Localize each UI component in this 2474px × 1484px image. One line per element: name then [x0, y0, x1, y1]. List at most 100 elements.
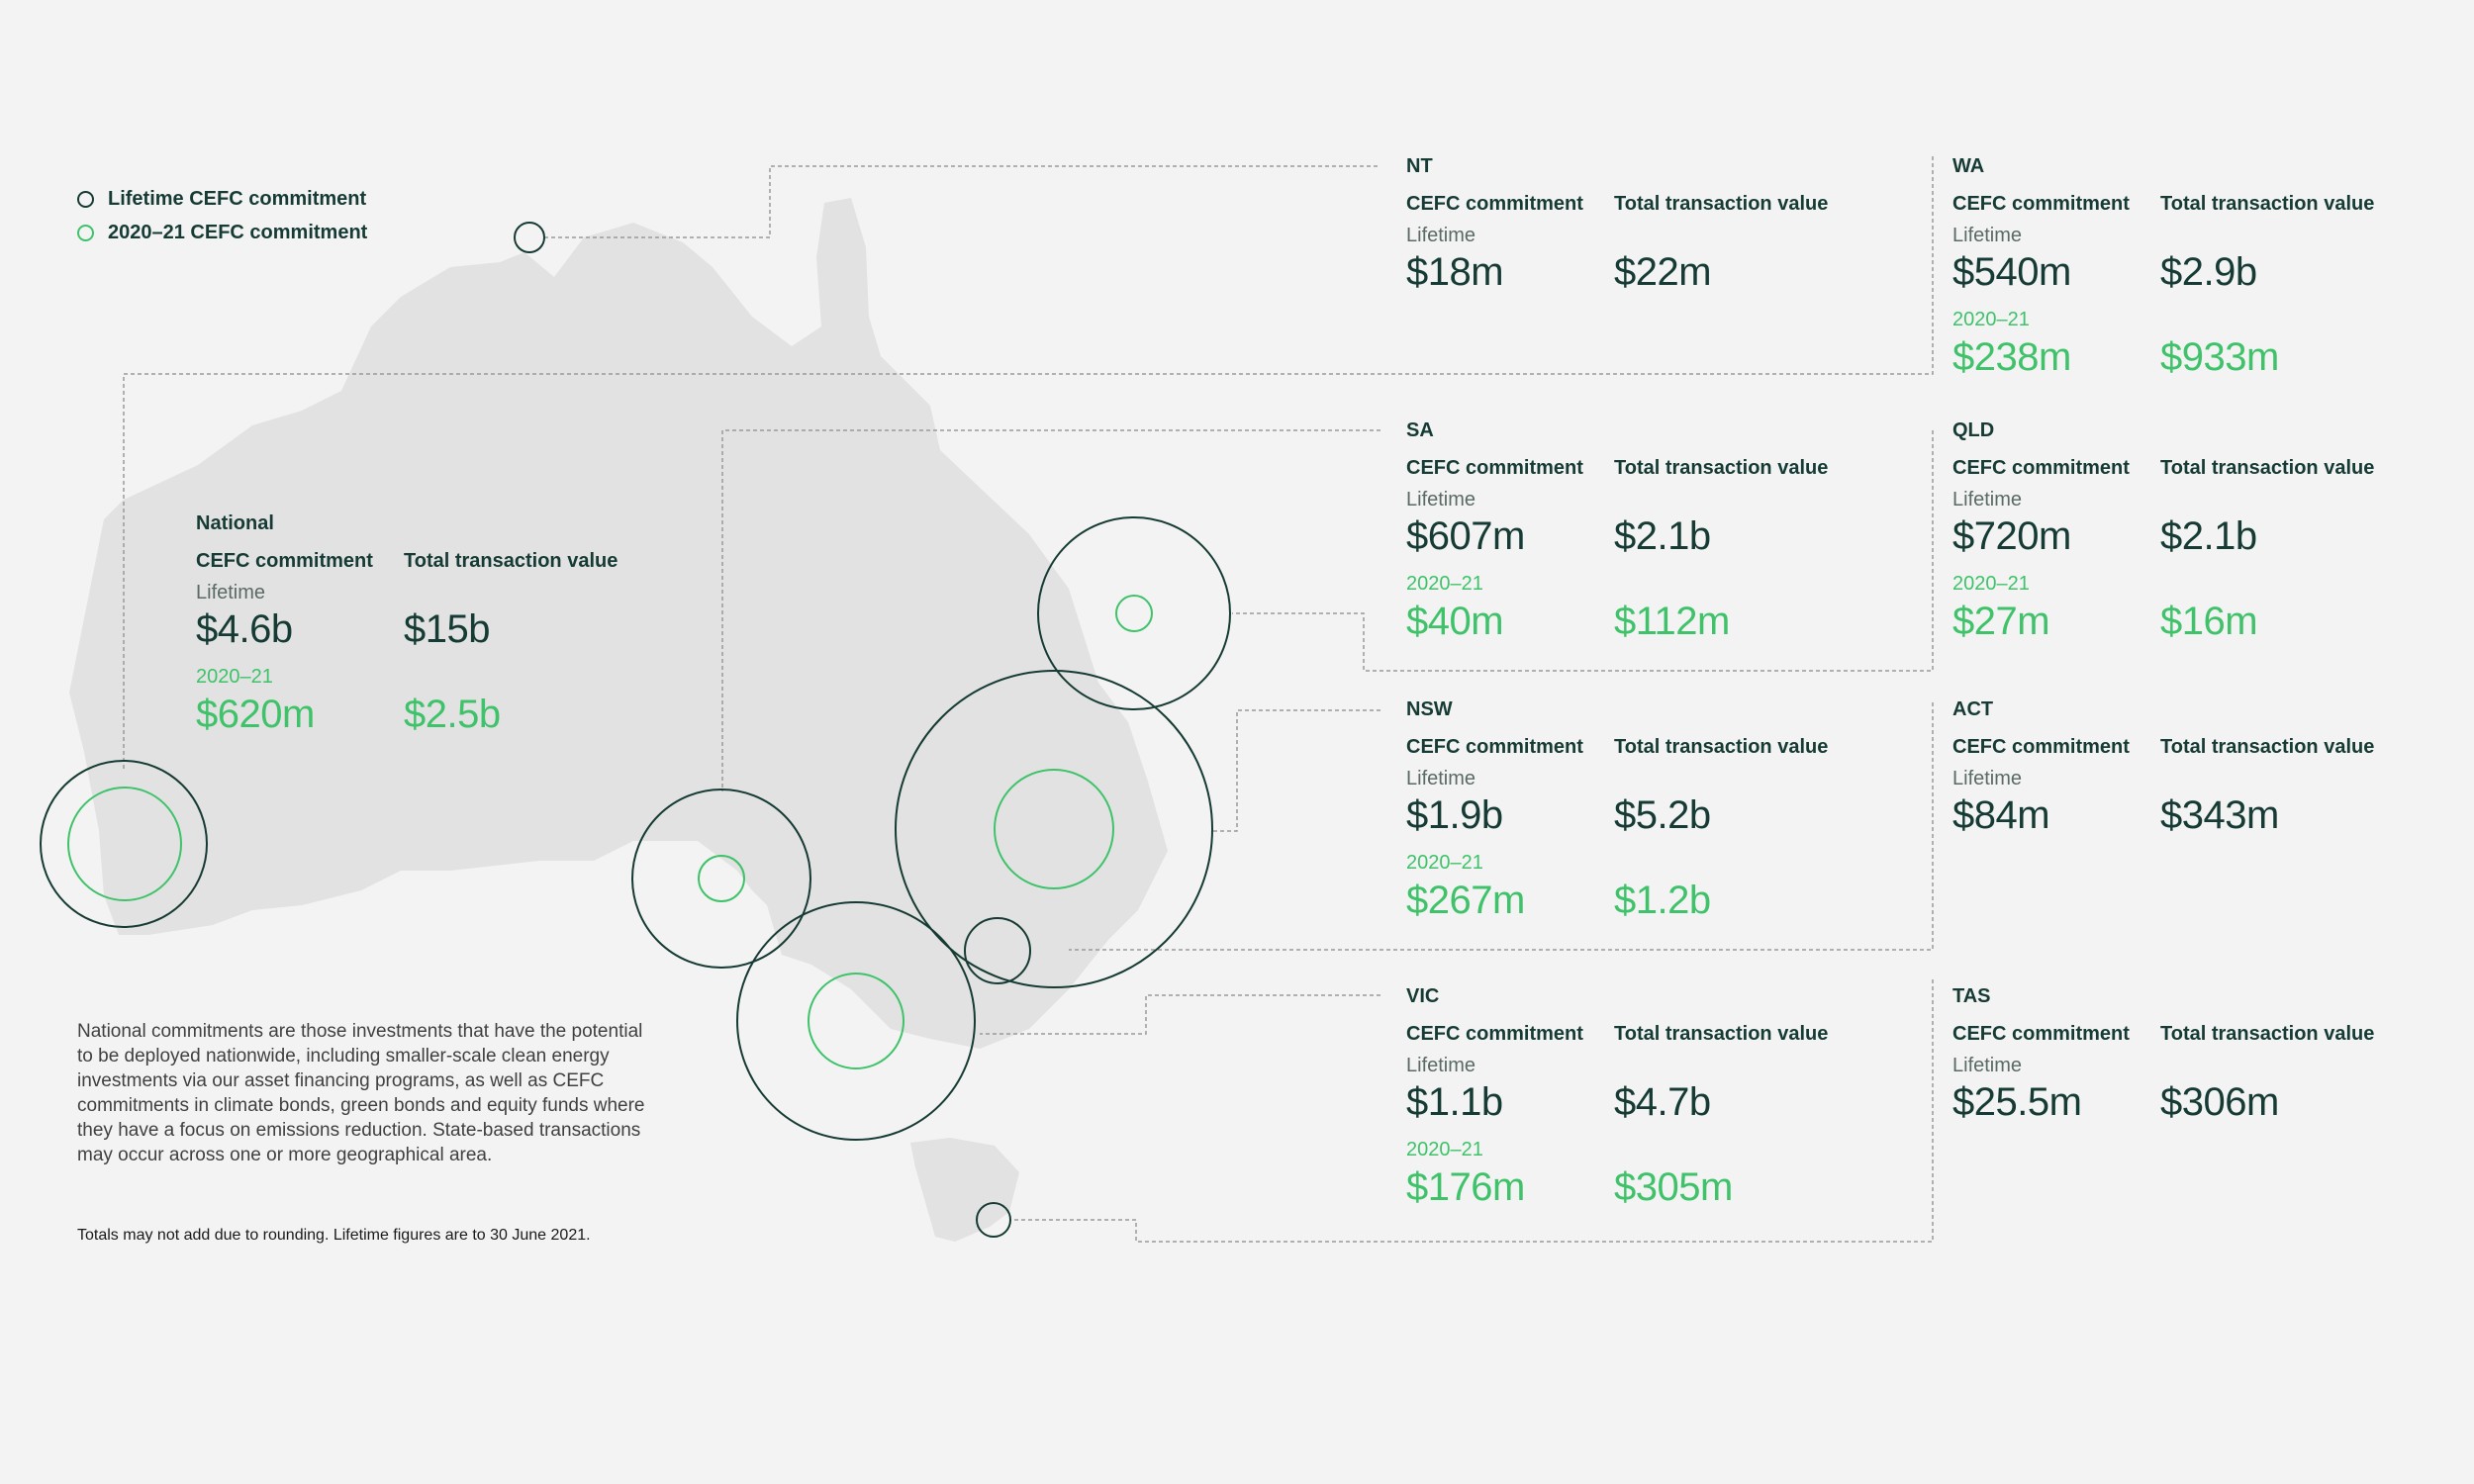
- leader-wa: [123, 156, 1934, 772]
- rounding-footnote: Totals may not add due to rounding. Life…: [77, 1227, 591, 1244]
- vic-lifetime-circle: [736, 901, 976, 1141]
- fy-total-value: $16m: [2160, 600, 2258, 643]
- legend-item-fy: 2020–21 CEFC commitment: [77, 216, 367, 249]
- legend-lifetime-label: Lifetime CEFC commitment: [108, 187, 367, 210]
- fy-total-value: $2.5b: [404, 693, 501, 736]
- region-name: TAS: [1952, 985, 1991, 1007]
- cefc-column-header: CEFC commitment: [1952, 736, 2130, 758]
- legend-fy-label: 2020–21 CEFC commitment: [108, 221, 368, 243]
- region-name: SA: [1406, 419, 1434, 441]
- national-commitments-note: National commitments are those investmen…: [77, 1021, 645, 1165]
- cefc-column-header: CEFC commitment: [1952, 457, 2130, 479]
- fy-total-value: $112m: [1614, 600, 1730, 643]
- cefc-column-header: CEFC commitment: [1406, 457, 1583, 479]
- legend-item-lifetime: Lifetime CEFC commitment: [77, 182, 367, 216]
- lifetime-label: Lifetime: [1952, 1055, 2023, 1076]
- fy-total-value: $1.2b: [1614, 879, 1711, 922]
- cefc-column-header: CEFC commitment: [1406, 193, 1583, 215]
- wa-lifetime-circle: [40, 760, 208, 928]
- region-name: QLD: [1952, 419, 1995, 441]
- lifetime-circle-icon: [77, 190, 94, 208]
- lifetime-total-value: $343m: [2160, 793, 2279, 837]
- fy-total-value: $305m: [1614, 1165, 1733, 1209]
- leader-nt: [544, 165, 1380, 238]
- lifetime-label: Lifetime: [1406, 225, 1476, 246]
- lifetime-total-value: $2.9b: [2160, 250, 2257, 294]
- wa-fy-circle: [67, 787, 182, 901]
- lifetime-cefc-value: $1.1b: [1406, 1080, 1503, 1124]
- region-name: VIC: [1406, 985, 1440, 1007]
- fy-cefc-value: $238m: [1952, 335, 2071, 379]
- nt-lifetime-circle: [514, 222, 545, 253]
- lifetime-total-value: $22m: [1614, 250, 1712, 294]
- fy-label: 2020–21: [1406, 852, 1483, 874]
- lifetime-cefc-value: $25.5m: [1952, 1080, 2082, 1124]
- lifetime-label: Lifetime: [1406, 768, 1476, 789]
- lifetime-total-value: $4.7b: [1614, 1080, 1711, 1124]
- total-column-header: Total transaction value: [2160, 736, 2375, 758]
- fy-cefc-value: $267m: [1406, 879, 1525, 922]
- tasmania-shape: [910, 1138, 1019, 1242]
- commitment-circles: [40, 222, 1231, 1238]
- leader-vic-left: [980, 994, 1380, 1035]
- leader-sa: [1232, 430, 1934, 672]
- fy-label: 2020–21: [1952, 309, 2030, 330]
- total-column-header: Total transaction value: [1614, 193, 1829, 215]
- leader-sa-top: [721, 429, 1380, 791]
- cefc-column-header: CEFC commitment: [196, 550, 373, 572]
- sa-lifetime-circle: [631, 788, 811, 969]
- region-name: WA: [1952, 155, 1985, 177]
- lifetime-cefc-value: $84m: [1952, 793, 2050, 837]
- leader-vic: [1009, 979, 1934, 1243]
- australia-mainland-shape: [69, 198, 1168, 1049]
- lifetime-cefc-value: $18m: [1406, 250, 1504, 294]
- vic-fy-circle: [808, 973, 904, 1069]
- lifetime-label: Lifetime: [1952, 225, 2023, 246]
- total-column-header: Total transaction value: [1614, 736, 1829, 758]
- lifetime-label: Lifetime: [1406, 489, 1476, 510]
- lifetime-cefc-value: $4.6b: [196, 607, 293, 651]
- lifetime-label: Lifetime: [1952, 768, 2023, 789]
- lifetime-label: Lifetime: [1952, 489, 2023, 510]
- region-name: National: [196, 512, 274, 534]
- lifetime-total-value: $306m: [2160, 1080, 2279, 1124]
- fy-label: 2020–21: [196, 666, 273, 688]
- lifetime-cefc-value: $720m: [1952, 514, 2071, 558]
- total-column-header: Total transaction value: [1614, 1023, 1829, 1045]
- region-name: ACT: [1952, 698, 1994, 720]
- cefc-column-header: CEFC commitment: [1406, 1023, 1583, 1045]
- total-column-header: Total transaction value: [2160, 457, 2375, 479]
- lifetime-total-value: $2.1b: [1614, 514, 1711, 558]
- fy-label: 2020–21: [1952, 573, 2030, 595]
- total-column-header: Total transaction value: [2160, 1023, 2375, 1045]
- fy-label: 2020–21: [1406, 1139, 1483, 1160]
- qld-fy-circle: [1115, 595, 1153, 632]
- lifetime-cefc-value: $540m: [1952, 250, 2071, 294]
- qld-lifetime-circle: [1037, 516, 1231, 710]
- total-column-header: Total transaction value: [2160, 193, 2375, 215]
- total-column-header: Total transaction value: [404, 550, 618, 572]
- cefc-column-header: CEFC commitment: [1406, 736, 1583, 758]
- act-lifetime-circle: [964, 917, 1031, 984]
- fy-label: 2020–21: [1406, 573, 1483, 595]
- lifetime-total-value: $15b: [404, 607, 490, 651]
- region-name: NSW: [1406, 698, 1453, 720]
- sa-fy-circle: [698, 855, 745, 902]
- cefc-column-header: CEFC commitment: [1952, 193, 2130, 215]
- tas-lifetime-circle: [976, 1202, 1011, 1238]
- lifetime-label: Lifetime: [1406, 1055, 1476, 1076]
- fy-cefc-value: $27m: [1952, 600, 2050, 643]
- leader-nsw-left: [1212, 709, 1380, 832]
- lifetime-cefc-value: $607m: [1406, 514, 1525, 558]
- legend: Lifetime CEFC commitment 2020–21 CEFC co…: [77, 182, 367, 249]
- cefc-column-header: CEFC commitment: [1952, 1023, 2130, 1045]
- lifetime-total-value: $5.2b: [1614, 793, 1711, 837]
- fy-cefc-value: $620m: [196, 693, 315, 736]
- lifetime-label: Lifetime: [196, 582, 266, 603]
- total-column-header: Total transaction value: [1614, 457, 1829, 479]
- fy-total-value: $933m: [2160, 335, 2279, 379]
- nsw-fy-circle: [994, 769, 1114, 889]
- region-name: NT: [1406, 155, 1433, 177]
- fy-cefc-value: $40m: [1406, 600, 1504, 643]
